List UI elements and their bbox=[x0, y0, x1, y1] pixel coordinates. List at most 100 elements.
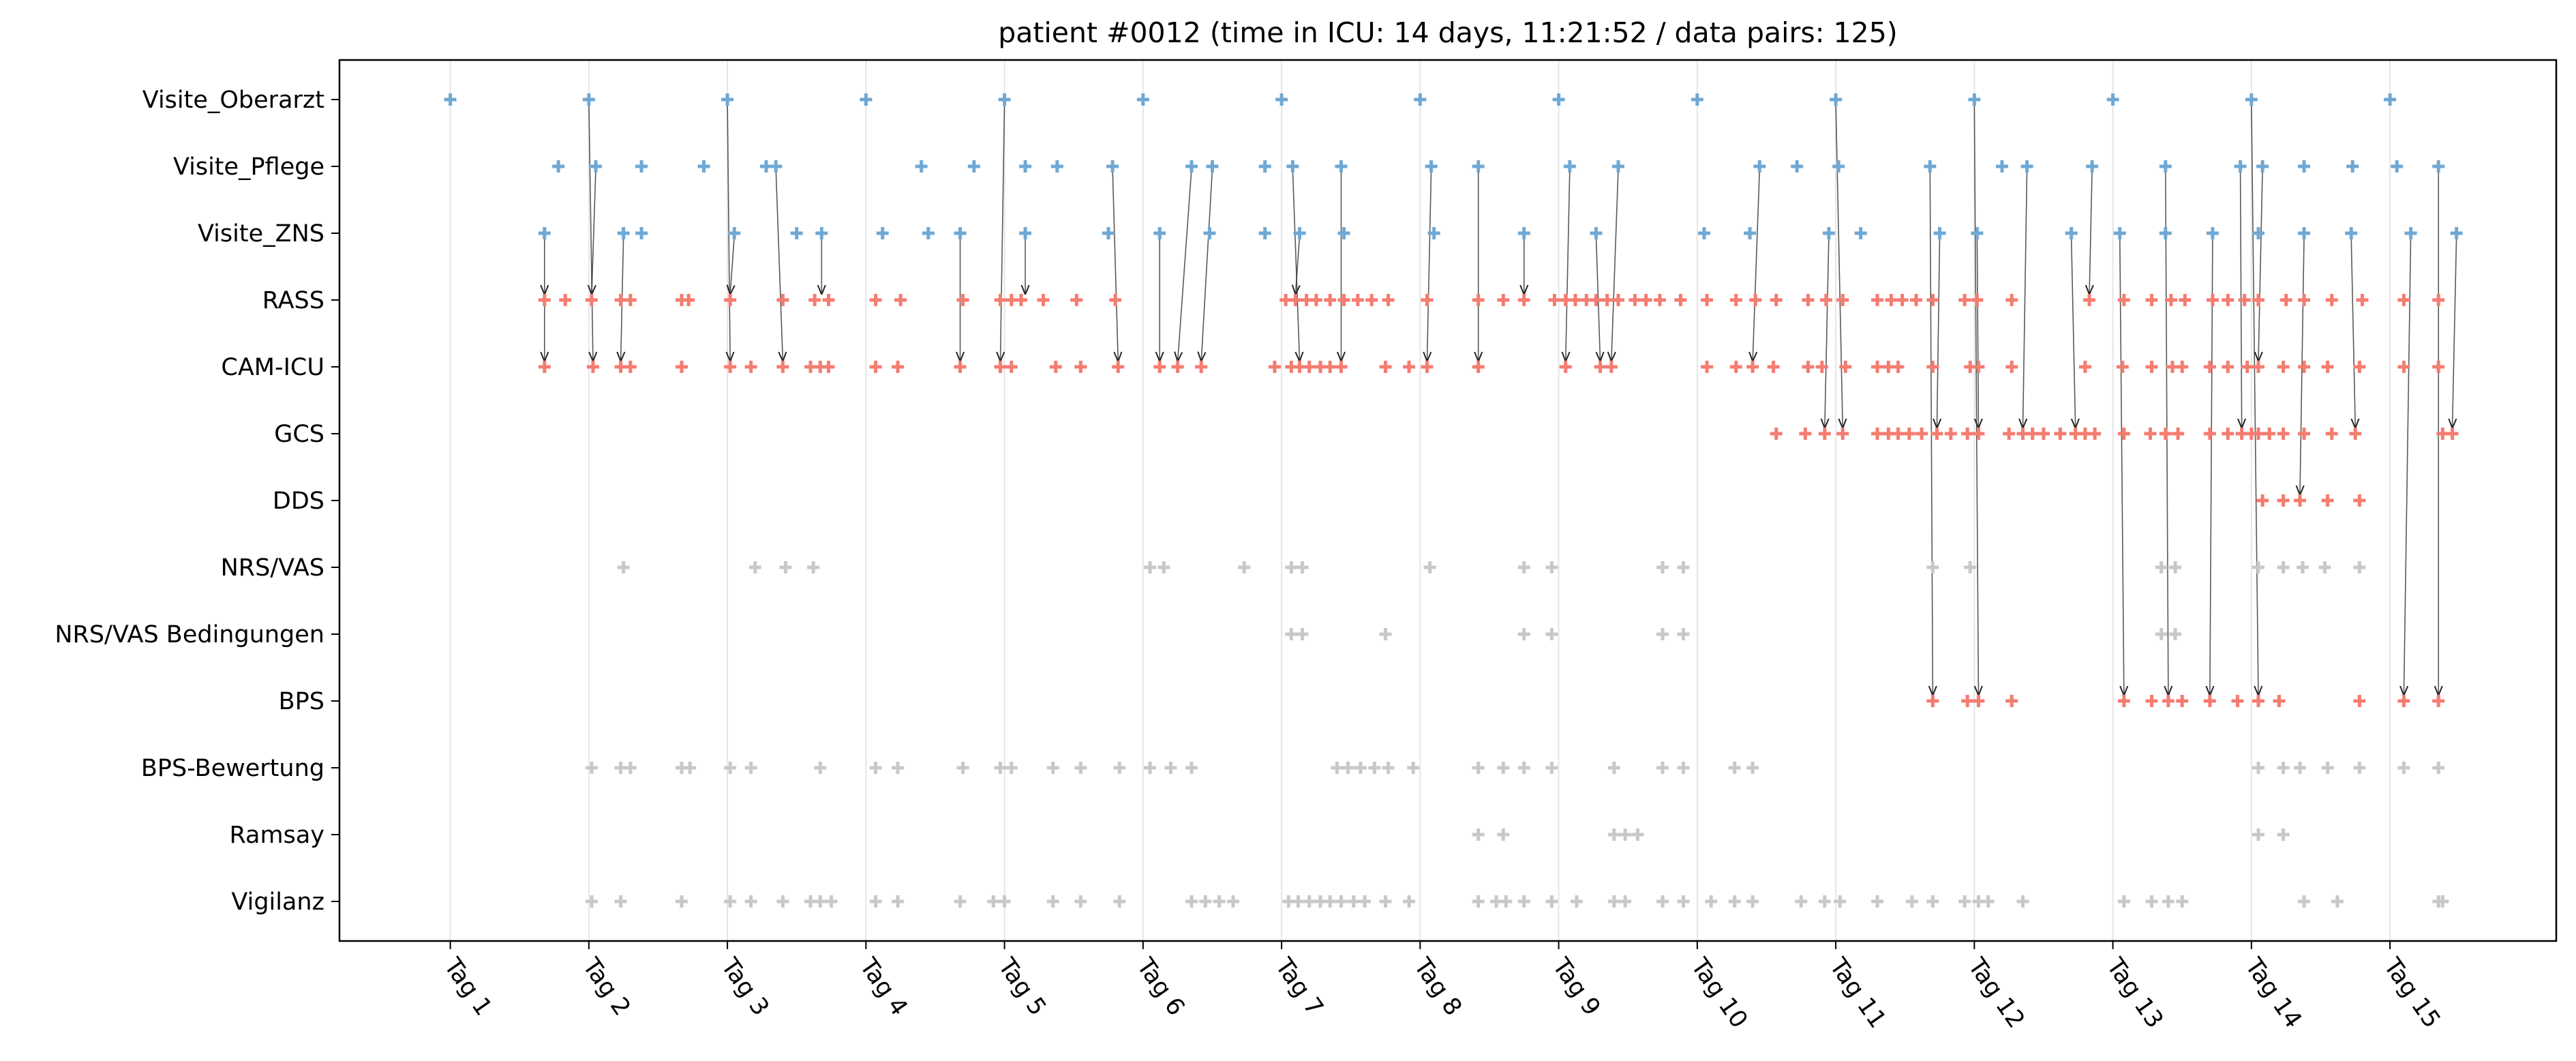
point-cam-icu bbox=[1892, 361, 1905, 373]
point-rass bbox=[994, 294, 1007, 306]
point-bps-bewertung bbox=[684, 762, 697, 774]
point-visite-pflege bbox=[2346, 160, 2359, 173]
point-cam-icu bbox=[1005, 361, 1018, 373]
point-gcs bbox=[2144, 428, 2157, 440]
point-rass bbox=[2432, 294, 2445, 306]
point-rass bbox=[1749, 294, 1762, 306]
point-rass bbox=[2238, 294, 2251, 306]
point-rass bbox=[1309, 294, 1322, 306]
point-rass bbox=[1037, 294, 1050, 306]
y-tick-label-bps: BPS bbox=[279, 688, 324, 715]
point-nrs-vas bbox=[2318, 561, 2331, 573]
point-nrs-vas bbox=[1677, 561, 1690, 573]
point-rass bbox=[1014, 294, 1027, 306]
point-visite-pflege bbox=[1050, 160, 1063, 173]
point-visite-zns bbox=[1203, 227, 1216, 239]
point-vigilanz bbox=[614, 895, 627, 908]
point-visite-pflege bbox=[1106, 160, 1119, 173]
point-gcs bbox=[1799, 428, 1812, 440]
point-bps-bewertung bbox=[1407, 762, 1420, 774]
point-rass bbox=[1289, 294, 1302, 306]
point-visite-pflege bbox=[1286, 160, 1299, 173]
point-bps bbox=[2432, 695, 2445, 707]
point-vigilanz bbox=[1656, 895, 1669, 908]
point-visite-zns bbox=[1744, 227, 1757, 239]
point-cam-icu bbox=[1195, 361, 1208, 373]
point-nrs-vas bbox=[1157, 561, 1170, 573]
point-nrs-vas bbox=[807, 561, 820, 573]
point-dds bbox=[2293, 494, 2306, 507]
point-vigilanz bbox=[585, 895, 598, 908]
point-dds bbox=[2321, 494, 2334, 507]
point-visite-pflege bbox=[1019, 160, 1032, 173]
point-gcs bbox=[2172, 428, 2185, 440]
point-ramsay bbox=[1497, 828, 1510, 841]
point-visite-oberarzt bbox=[998, 93, 1011, 106]
point-rass bbox=[1601, 294, 1613, 306]
point-vigilanz bbox=[1834, 895, 1847, 908]
arrow bbox=[1201, 168, 1213, 361]
point-visite-zns bbox=[1019, 227, 1032, 239]
point-visite-zns bbox=[1153, 227, 1166, 239]
point-vigilanz bbox=[1571, 895, 1584, 908]
point-rass bbox=[1472, 294, 1485, 306]
point-visite-oberarzt bbox=[1414, 93, 1427, 106]
point-vigilanz bbox=[814, 895, 827, 908]
point-vigilanz bbox=[744, 895, 757, 908]
point-visite-zns bbox=[790, 227, 803, 239]
point-bps bbox=[1972, 695, 1985, 707]
point-gcs bbox=[2203, 428, 2216, 440]
point-vigilanz bbox=[1472, 895, 1485, 908]
point-bps bbox=[2176, 695, 2189, 707]
point-ramsay bbox=[1472, 828, 1485, 841]
point-vigilanz bbox=[776, 895, 789, 908]
y-tick-label-ramsay: Ramsay bbox=[230, 822, 325, 849]
arrow bbox=[1001, 102, 1005, 361]
point-bps-bewertung bbox=[1342, 762, 1354, 774]
point-visite-oberarzt bbox=[860, 93, 873, 106]
point-vigilanz bbox=[1403, 895, 1416, 908]
point-visite-zns bbox=[2065, 227, 2078, 239]
point-bps-bewertung bbox=[1331, 762, 1344, 774]
point-rass bbox=[2083, 294, 2096, 306]
point-bps-bewertung bbox=[1677, 762, 1690, 774]
point-visite-oberarzt bbox=[1552, 93, 1565, 106]
point-visite-zns bbox=[635, 227, 648, 239]
point-bps-bewertung bbox=[624, 762, 637, 774]
point-vigilanz bbox=[1728, 895, 1741, 908]
point-cam-icu bbox=[1559, 361, 1572, 373]
point-nrs-vas-bedingungen bbox=[1285, 628, 1298, 640]
point-vigilanz bbox=[1046, 895, 1059, 908]
point-nrs-vas bbox=[1296, 561, 1309, 573]
point-gcs bbox=[1871, 428, 1884, 440]
point-nrs-vas bbox=[2353, 561, 2366, 573]
point-vigilanz bbox=[1213, 895, 1226, 908]
point-rass bbox=[822, 294, 835, 306]
point-cam-icu bbox=[676, 361, 688, 373]
point-visite-pflege bbox=[967, 160, 980, 173]
point-visite-oberarzt bbox=[2106, 93, 2119, 106]
point-gcs bbox=[2054, 428, 2067, 440]
point-bps bbox=[2117, 695, 2130, 707]
point-nrs-vas-bedingungen bbox=[1517, 628, 1530, 640]
point-visite-oberarzt bbox=[1136, 93, 1149, 106]
point-visite-pflege bbox=[2234, 160, 2247, 173]
point-visite-zns bbox=[954, 227, 967, 239]
point-cam-icu bbox=[744, 361, 757, 373]
point-bps-bewertung bbox=[1545, 762, 1558, 774]
point-rass bbox=[808, 294, 821, 306]
point-cam-icu bbox=[776, 361, 789, 373]
grid-lines bbox=[449, 60, 2391, 941]
point-rass bbox=[1324, 294, 1337, 306]
point-gcs bbox=[2159, 428, 2172, 440]
point-vigilanz bbox=[869, 895, 882, 908]
point-rass bbox=[2279, 294, 2292, 306]
point-visite-oberarzt bbox=[582, 93, 595, 106]
point-cam-icu bbox=[1379, 361, 1392, 373]
point-visite-zns bbox=[2404, 227, 2417, 239]
point-cam-icu bbox=[2116, 361, 2129, 373]
point-vigilanz bbox=[1607, 895, 1620, 908]
arrow bbox=[588, 102, 593, 361]
point-bps-bewertung bbox=[2353, 762, 2366, 774]
point-nrs-vas bbox=[748, 561, 761, 573]
